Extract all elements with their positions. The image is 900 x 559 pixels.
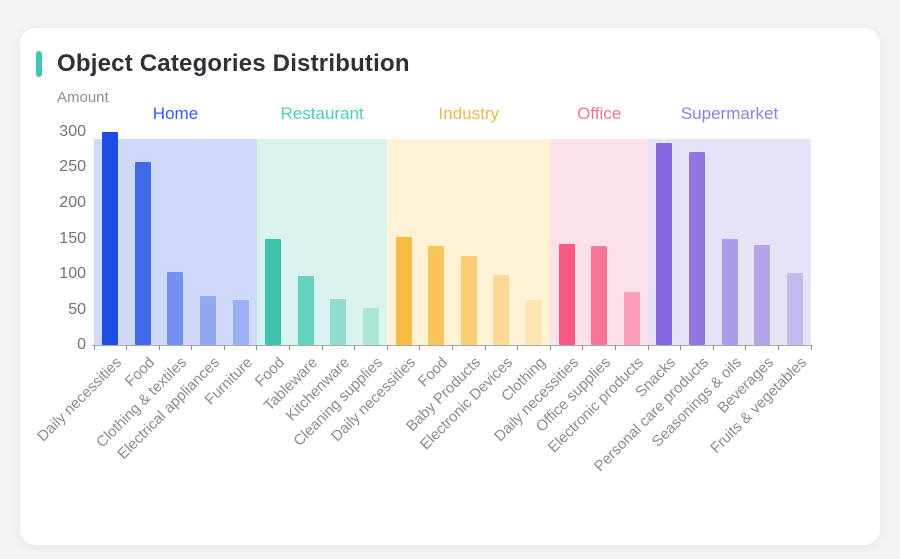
x-axis-tick <box>810 345 812 350</box>
bar-tableware[interactable] <box>297 276 314 345</box>
x-axis-tick <box>549 345 551 350</box>
bar-furniture[interactable] <box>232 299 249 345</box>
bar-fruits-vegetables[interactable] <box>786 273 803 345</box>
x-axis-tick <box>289 345 291 350</box>
group-label-supermarket: Supermarket <box>680 104 779 123</box>
bar-food[interactable] <box>134 161 151 345</box>
bar-food[interactable] <box>428 246 445 345</box>
y-axis: 0 50 100 150 200 250 300 <box>30 123 86 353</box>
x-axis-tick <box>614 345 616 350</box>
chart-card: Object Categories Distribution Amount 0 5… <box>20 28 880 545</box>
x-axis-tick <box>745 345 747 350</box>
y-axis-tick-label: 200 <box>59 193 86 211</box>
bar-seasonings-oils[interactable] <box>721 239 738 345</box>
x-axis-tick <box>582 345 584 350</box>
bar-office-supplies[interactable] <box>591 246 608 345</box>
x-axis-tick <box>680 345 682 350</box>
bar-daily-necessities[interactable] <box>395 237 412 345</box>
bar-food[interactable] <box>265 238 282 345</box>
group-label-industry: Industry <box>438 104 500 123</box>
x-axis-tick <box>484 345 486 350</box>
bar-electronic-products[interactable] <box>623 291 640 345</box>
y-axis-tick-label: 250 <box>59 158 86 176</box>
x-axis-tick <box>712 345 714 350</box>
bar-cleaning-supplies[interactable] <box>363 308 380 345</box>
bar-beverages[interactable] <box>754 244 771 345</box>
y-axis-tick-label: 300 <box>59 123 86 140</box>
group-label-restaurant: Restaurant <box>280 104 364 123</box>
x-axis-tick <box>354 345 356 350</box>
y-axis-tick-label: 100 <box>59 264 86 282</box>
y-axis-tick-label: 150 <box>59 229 86 247</box>
x-axis-tick <box>386 345 388 350</box>
x-axis-tick <box>777 345 779 350</box>
bar-kitchenware[interactable] <box>330 298 347 345</box>
bar-daily-necessities[interactable] <box>558 244 575 345</box>
y-axis-tick-label: 50 <box>68 300 86 318</box>
bar-snacks[interactable] <box>656 142 673 345</box>
bar-clothing-textiles[interactable] <box>167 271 184 345</box>
y-axis-tick-label: 0 <box>77 336 86 353</box>
x-axis-tick <box>191 345 193 350</box>
bar-electrical-appliances[interactable] <box>200 296 217 345</box>
x-axis-tick <box>517 345 519 350</box>
y-axis-title: Amount <box>57 89 109 106</box>
bar-clothing[interactable] <box>525 299 542 345</box>
title-accent-bar-icon <box>36 51 42 77</box>
x-axis-tick <box>126 345 128 350</box>
bar-baby-products[interactable] <box>460 255 477 345</box>
x-axis-tick <box>647 345 649 350</box>
bar-personal-care-products[interactable] <box>688 151 705 345</box>
group-label-office: Office <box>577 104 622 123</box>
card-header: Object Categories Distribution <box>36 50 410 78</box>
x-axis-tick <box>223 345 225 350</box>
x-axis-tick <box>93 345 95 350</box>
x-axis-tick <box>158 345 160 350</box>
bar-daily-necessities[interactable] <box>102 132 119 345</box>
page-title: Object Categories Distribution <box>57 50 410 77</box>
x-axis-tick <box>419 345 421 350</box>
x-axis-tick <box>321 345 323 350</box>
group-label-home: Home <box>152 104 199 123</box>
bar-electronic-devices[interactable] <box>493 274 510 345</box>
x-axis-tick <box>452 345 453 350</box>
x-axis-tick <box>256 345 258 350</box>
bar-chart-plot-area: Home Daily necessities Food Clothing & text… <box>34 104 813 475</box>
